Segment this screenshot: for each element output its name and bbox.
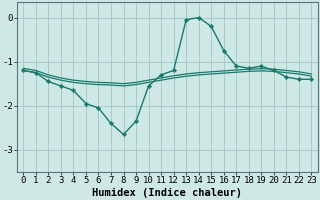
X-axis label: Humidex (Indice chaleur): Humidex (Indice chaleur) xyxy=(92,188,242,198)
